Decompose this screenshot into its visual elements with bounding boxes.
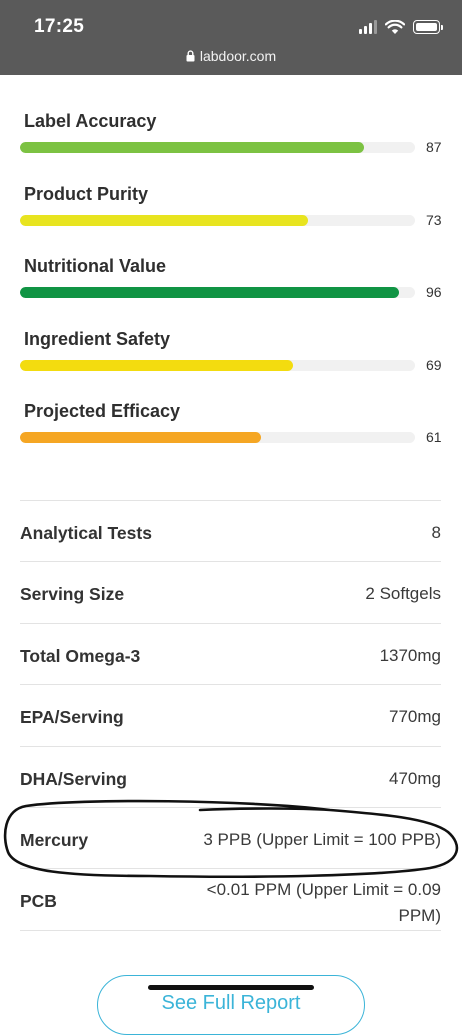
- detail-label: Total Omega-3: [20, 645, 141, 666]
- wifi-icon: [385, 19, 405, 34]
- browser-top-bar: 17:25 labdoor.com: [0, 0, 462, 75]
- home-indicator: [148, 985, 314, 990]
- see-full-report-button[interactable]: See Full Report: [97, 975, 365, 1035]
- score-track: [20, 359, 415, 371]
- detail-label: EPA/Serving: [20, 707, 124, 728]
- score-product-purity: Product Purity 73: [0, 181, 462, 254]
- score-value: 69: [426, 356, 442, 373]
- detail-value: 470mg: [389, 768, 441, 788]
- product-details-table: Analytical Tests 8 Serving Size 2 Softge…: [20, 500, 441, 931]
- detail-value: 770mg: [389, 707, 441, 727]
- detail-value: 8: [431, 523, 441, 542]
- score-label-accuracy: Label Accuracy 87: [0, 108, 462, 181]
- cellular-signal-icon: [359, 20, 377, 34]
- detail-row-mercury: Mercury 3 PPB (Upper Limit = 100 PPB): [20, 806, 441, 868]
- score-value: 61: [426, 429, 442, 445]
- detail-value: 1370mg: [379, 645, 441, 665]
- detail-label: Serving Size: [20, 584, 125, 605]
- score-list: Label Accuracy 87 Product Purity 73 Nutr…: [0, 108, 462, 471]
- score-label: Nutritional Value: [24, 256, 167, 276]
- url-text: labdoor.com: [199, 48, 277, 64]
- score-track: [20, 214, 415, 226]
- detail-row-pcb: PCB <0.01 PPM (Upper Limit = 0.09 PPM): [20, 868, 441, 931]
- detail-row-analytical-tests: Analytical Tests 8: [20, 500, 441, 561]
- detail-label: Mercury: [20, 829, 89, 850]
- score-track: [20, 287, 415, 298]
- detail-row-total-omega-3: Total Omega-3 1370mg: [20, 622, 441, 684]
- score-fill: [20, 142, 364, 153]
- url-bar[interactable]: labdoor.com: [0, 48, 462, 64]
- detail-label: DHA/Serving: [20, 768, 127, 789]
- score-fill: [20, 432, 261, 443]
- score-track: [20, 142, 415, 153]
- score-label: Product Purity: [24, 183, 149, 204]
- score-label: Ingredient Safety: [24, 328, 171, 349]
- battery-icon: [413, 20, 443, 34]
- detail-row-dha-serving: DHA/Serving 470mg: [20, 745, 441, 807]
- score-value: 73: [426, 211, 442, 228]
- lock-icon: [186, 50, 195, 62]
- status-icons: [359, 17, 443, 37]
- score-track: [20, 432, 415, 443]
- score-label: Projected Efficacy: [24, 401, 181, 421]
- detail-label: PCB: [20, 891, 57, 912]
- score-value: 96: [426, 284, 442, 300]
- detail-value: 2 Softgels: [365, 584, 441, 604]
- detail-value: <0.01 PPM (Upper Limit = 0.09 PPM): [206, 880, 441, 926]
- detail-value: 3 PPB (Upper Limit = 100 PPB): [203, 829, 441, 849]
- score-label: Label Accuracy: [24, 111, 157, 131]
- score-ingredient-safety: Ingredient Safety 69: [0, 326, 462, 399]
- score-fill: [20, 214, 309, 226]
- detail-row-serving-size: Serving Size 2 Softgels: [20, 561, 441, 622]
- status-time: 17:25: [34, 16, 85, 37]
- detail-row-epa-serving: EPA/Serving 770mg: [20, 684, 441, 745]
- score-fill: [20, 359, 293, 371]
- detail-label: Analytical Tests: [20, 523, 152, 543]
- score-value: 87: [426, 139, 442, 155]
- score-nutritional-value: Nutritional Value 96: [0, 253, 462, 326]
- score-projected-efficacy: Projected Efficacy 61: [0, 398, 462, 471]
- score-fill: [20, 287, 400, 298]
